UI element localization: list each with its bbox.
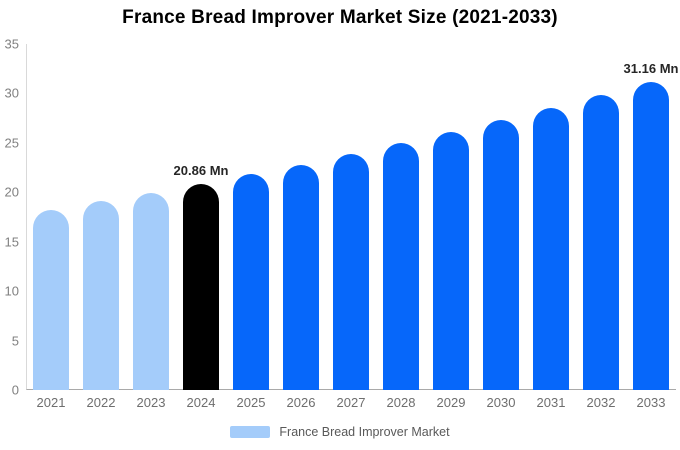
x-axis-tick-label: 2028	[386, 395, 416, 410]
y-axis: 0 5 10 15 20 25 30 35	[0, 37, 22, 398]
x-axis-tick-label: 2023	[136, 395, 166, 410]
bar	[383, 143, 419, 390]
bar-column	[126, 44, 176, 390]
bar-column	[526, 44, 576, 390]
x-axis-tick-label: 2022	[86, 395, 116, 410]
bar	[333, 154, 369, 390]
y-axis-tick-label: 25	[4, 135, 19, 151]
legend-swatch	[230, 426, 271, 438]
y-axis-tick-label: 15	[4, 234, 19, 250]
y-axis-tick-label: 35	[4, 36, 19, 52]
y-axis-tick-label: 5	[11, 333, 19, 349]
x-axis-tick-label: 2021	[36, 395, 66, 410]
legend-label: France Bread Improver Market	[279, 425, 450, 439]
x-axis-tick-label: 2029	[436, 395, 466, 410]
bar-column	[226, 44, 276, 390]
bar-column	[476, 44, 526, 390]
bar	[483, 120, 519, 390]
bar-value-label: 20.86 Mn	[173, 162, 229, 178]
x-axis-tick-label: 2030	[486, 395, 516, 410]
bar	[83, 201, 119, 390]
bar-column	[276, 44, 326, 390]
bar-column	[326, 44, 376, 390]
bar	[183, 183, 219, 390]
bar-column: 31.16 Mn	[623, 44, 679, 390]
y-axis-tick-label: 30	[4, 85, 19, 101]
bar-column	[76, 44, 126, 390]
x-axis-tick-label: 2032	[586, 395, 616, 410]
bar	[33, 209, 69, 390]
x-axis-tick-label: 2025	[236, 395, 266, 410]
bar	[133, 192, 169, 390]
bar	[633, 81, 669, 390]
bar-value-label: 31.16 Mn	[623, 60, 679, 76]
y-axis-tick-label: 0	[11, 382, 19, 398]
x-axis: 2021 2022 2023 2024 2025 2026 2027 2028 2029 2030…	[26, 395, 676, 410]
bars-container: 20.86 Mn 31.16 Mn	[26, 44, 679, 390]
bar-column	[576, 44, 626, 390]
y-axis-tick-label: 10	[4, 283, 19, 299]
y-axis-tick-label: 20	[4, 184, 19, 200]
bar-column	[376, 44, 426, 390]
bar-column	[26, 44, 76, 390]
bar	[283, 164, 319, 390]
bar	[433, 132, 469, 390]
bar-column: 20.86 Mn	[173, 44, 229, 390]
legend: France Bread Improver Market	[0, 425, 680, 439]
x-axis-tick-label: 2024	[186, 395, 216, 410]
bar	[583, 95, 619, 390]
bar-column	[426, 44, 476, 390]
x-axis-tick-label: 2031	[536, 395, 566, 410]
x-axis-tick-label: 2027	[336, 395, 366, 410]
x-axis-tick-label: 2026	[286, 395, 316, 410]
bar	[533, 108, 569, 390]
chart-title: France Bread Improver Market Size (2021-…	[122, 7, 558, 28]
bar	[233, 174, 269, 390]
x-axis-tick-label: 2033	[636, 395, 666, 410]
